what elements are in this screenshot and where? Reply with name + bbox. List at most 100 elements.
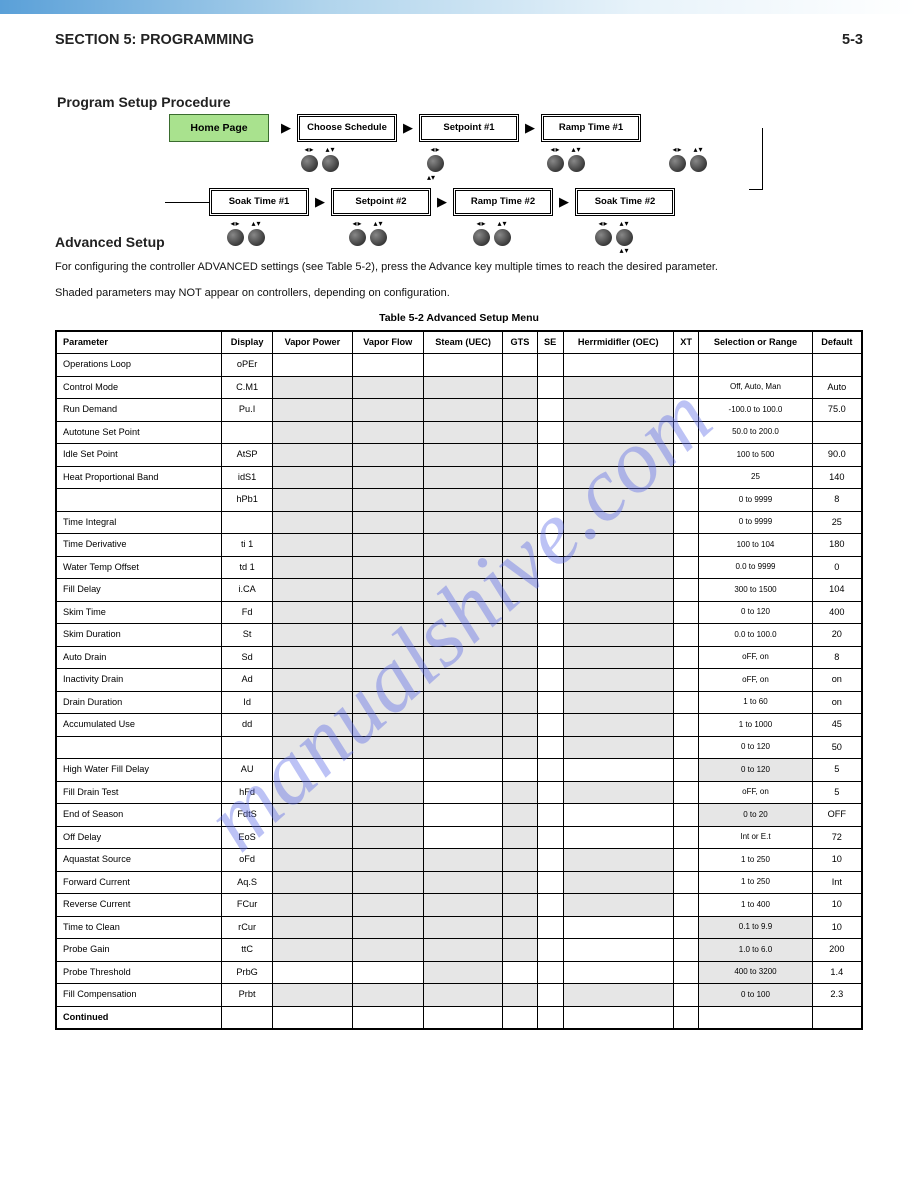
table-cell [503,984,537,1007]
table-cell [423,781,502,804]
table-cell: 8 [812,489,861,512]
table-cell [273,466,352,489]
table-cell [563,624,673,647]
page-number: 5-3 [842,32,863,48]
sub-header-cell [812,354,861,377]
table-cell: Int [812,871,861,894]
table-cell: ti 1 [222,534,273,557]
table-cell [673,669,698,692]
table-cell [273,669,352,692]
table-cell [537,939,563,962]
table-cell [503,646,537,669]
table-cell: 140 [812,466,861,489]
table-cell [352,894,423,917]
table-row: Water Temp Offsettd 10.0 to 99990 [57,556,862,579]
table-cell [423,826,502,849]
table-cell: 104 [812,579,861,602]
flow-step: Ramp Time #2 [453,188,553,216]
table-cell: 1 to 250 [699,871,812,894]
table-cell: Time Derivative [57,534,222,557]
table-cell [273,489,352,512]
arrow-icon: ▶ [559,194,569,210]
table-cell: 10 [812,849,861,872]
table-cell [537,826,563,849]
table-cell [273,894,352,917]
table-cell [423,714,502,737]
column-header: Default [812,331,861,354]
table-cell [503,376,537,399]
table-cell [537,601,563,624]
table-cell [273,916,352,939]
column-header: SE [537,331,563,354]
table-cell [352,849,423,872]
table-cell [503,939,537,962]
table-cell: hPb1 [222,489,273,512]
table-cell [563,601,673,624]
table-cell [563,376,673,399]
table-cell [503,714,537,737]
table-cell: Auto Drain [57,646,222,669]
table-cell [537,714,563,737]
table-cell [563,399,673,422]
table-cell: Autotune Set Point [57,421,222,444]
table-cell [537,736,563,759]
table-cell [537,376,563,399]
column-header: GTS [503,331,537,354]
table-cell: 50 [812,736,861,759]
table-cell [537,534,563,557]
sub-header-cell [273,354,352,377]
table-cell [503,601,537,624]
table-cell [352,624,423,647]
table-cell: 0 to 9999 [699,489,812,512]
table-cell [537,916,563,939]
table-cell [352,579,423,602]
table-cell: 1 to 400 [699,894,812,917]
table-cell [423,376,502,399]
table-cell: 2.3 [812,984,861,1007]
table-cell: 5 [812,781,861,804]
table-cell: St [222,624,273,647]
table-cell [673,511,698,534]
table-cell [563,826,673,849]
table-row: Reverse CurrentFCur1 to 40010 [57,894,862,917]
table-cell [503,961,537,984]
table-cell [423,421,502,444]
table-cell [273,961,352,984]
table-row: Skim DurationSt0.0 to 100.020 [57,624,862,647]
knob-pair: ◂▸ ▴▾▴▾ [595,220,633,256]
table-cell: 1 to 1000 [699,714,812,737]
table-cell [423,556,502,579]
table-cell [563,759,673,782]
page-content: SECTION 5: PROGRAMMING 5-3 Program Setup… [0,14,918,1030]
table-cell [423,601,502,624]
table-cell [273,804,352,827]
table-cell: Ad [222,669,273,692]
table-cell: -100.0 to 100.0 [699,399,812,422]
table-cell [503,781,537,804]
table-cell [423,736,502,759]
table-row: Fill Drain TesthFdoFF, on5 [57,781,862,804]
table-cell [57,489,222,512]
table-cell [273,646,352,669]
table-cell [273,444,352,467]
column-header: Steam (UEC) [423,331,502,354]
table-cell [222,736,273,759]
table-cell [563,691,673,714]
table-cell: idS1 [222,466,273,489]
table-cell [423,939,502,962]
table-cell: 75.0 [812,399,861,422]
subhead: Program Setup Procedure [57,94,863,110]
table-cell: Fd [222,601,273,624]
table-row: Auto DrainSdoFF, on8 [57,646,862,669]
table-row: Fill CompensationPrbt0 to 1002.3 [57,984,862,1007]
table-cell: Reverse Current [57,894,222,917]
table-row: Accumulated Usedd1 to 100045 [57,714,862,737]
table-cell: Forward Current [57,871,222,894]
sub-header-cell: oPEr [222,354,273,377]
table-cell [273,736,352,759]
table-cell: 1.4 [812,961,861,984]
table-cell: i.CA [222,579,273,602]
table-cell [673,579,698,602]
table-cell [352,714,423,737]
table-cell: Prbt [222,984,273,1007]
